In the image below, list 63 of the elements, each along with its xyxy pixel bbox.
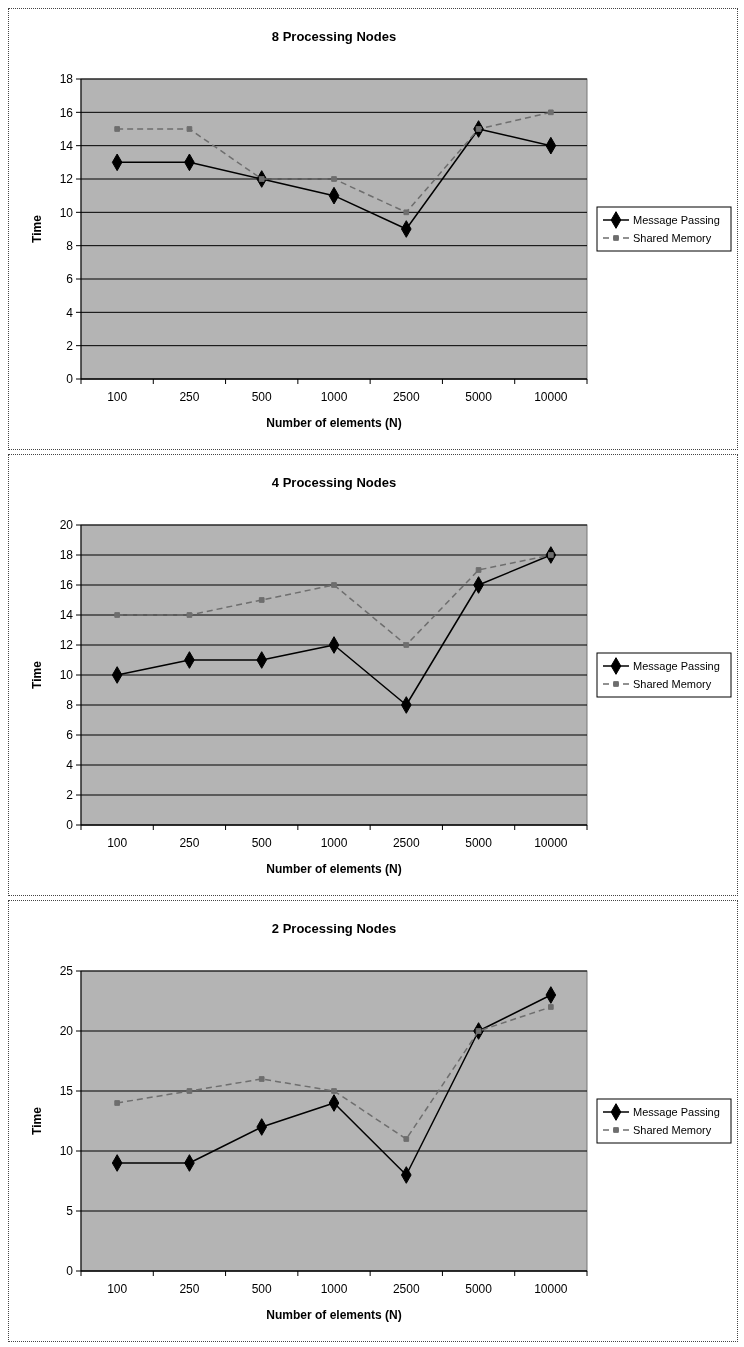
y-tick-label: 20 — [59, 1024, 74, 1039]
y-tick-label: 10 — [59, 1144, 74, 1159]
y-tick-label: 0 — [66, 818, 74, 833]
x-tick-label: 250 — [179, 390, 200, 404]
legend-label: Shared Memory — [633, 677, 712, 690]
y-tick-label: 2 — [66, 338, 74, 353]
y-tick-label: 5 — [66, 1204, 74, 1219]
y-tick-label: 20 — [59, 518, 74, 533]
y-tick-label: 4 — [66, 305, 74, 320]
y-tick-label: 0 — [66, 1264, 74, 1279]
y-tick-label: 6 — [66, 272, 74, 287]
x-tick-label: 1000 — [320, 390, 348, 404]
x-tick-label: 500 — [251, 390, 273, 404]
legend-label: Shared Memory — [633, 1123, 712, 1136]
x-tick-label: 10000 — [534, 390, 568, 404]
y-tick-label: 12 — [59, 172, 74, 187]
y-axis-title: Time — [30, 1106, 44, 1135]
y-tick-label: 18 — [59, 548, 74, 563]
y-tick-label: 10 — [59, 205, 74, 220]
y-tick-label: 16 — [59, 105, 74, 120]
legend-label: Message Passing — [633, 659, 720, 672]
chart-title: 4 Processing Nodes — [271, 475, 397, 490]
x-tick-label: 250 — [179, 1282, 200, 1296]
x-tick-label: 500 — [251, 836, 273, 850]
x-tick-label: 100 — [107, 390, 128, 404]
y-tick-label: 14 — [59, 138, 74, 153]
y-tick-label: 15 — [59, 1084, 74, 1099]
x-tick-label: 100 — [107, 836, 128, 850]
x-tick-label: 250 — [179, 836, 200, 850]
legend-label: Message Passing — [633, 1105, 720, 1118]
x-tick-label: 1000 — [320, 1282, 348, 1296]
y-axis-title: Time — [30, 214, 44, 243]
x-tick-label: 5000 — [465, 390, 493, 404]
chart-title: 8 Processing Nodes — [271, 29, 397, 44]
x-tick-label: 2500 — [392, 390, 420, 404]
y-tick-label: 16 — [59, 578, 74, 593]
x-tick-label: 1000 — [320, 836, 348, 850]
y-tick-label: 18 — [59, 72, 74, 87]
y-tick-label: 0 — [66, 372, 74, 387]
x-axis-title: Number of elements (N) — [266, 416, 402, 430]
x-tick-label: 2500 — [392, 1282, 420, 1296]
legend-label: Message Passing — [633, 213, 720, 226]
y-tick-label: 14 — [59, 608, 74, 623]
y-tick-label: 8 — [66, 238, 74, 253]
x-axis-title: Number of elements (N) — [266, 1308, 402, 1322]
x-axis-title: Number of elements (N) — [266, 862, 402, 876]
x-tick-label: 100 — [107, 1282, 128, 1296]
x-tick-label: 5000 — [465, 836, 493, 850]
x-tick-label: 500 — [251, 1282, 273, 1296]
y-axis-title: Time — [30, 660, 44, 689]
y-tick-label: 10 — [59, 668, 74, 683]
y-tick-label: 12 — [59, 638, 74, 653]
x-tick-label: 5000 — [465, 1282, 493, 1296]
x-tick-label: 10000 — [534, 1282, 568, 1296]
x-tick-label: 2500 — [392, 836, 420, 850]
y-tick-label: 25 — [59, 964, 74, 979]
x-tick-label: 10000 — [534, 836, 568, 850]
y-tick-label: 4 — [66, 758, 74, 773]
y-tick-label: 8 — [66, 698, 74, 713]
y-tick-label: 6 — [66, 728, 74, 743]
chart-title: 2 Processing Nodes — [271, 921, 397, 936]
y-tick-label: 2 — [66, 788, 74, 803]
legend-label: Shared Memory — [633, 231, 712, 244]
